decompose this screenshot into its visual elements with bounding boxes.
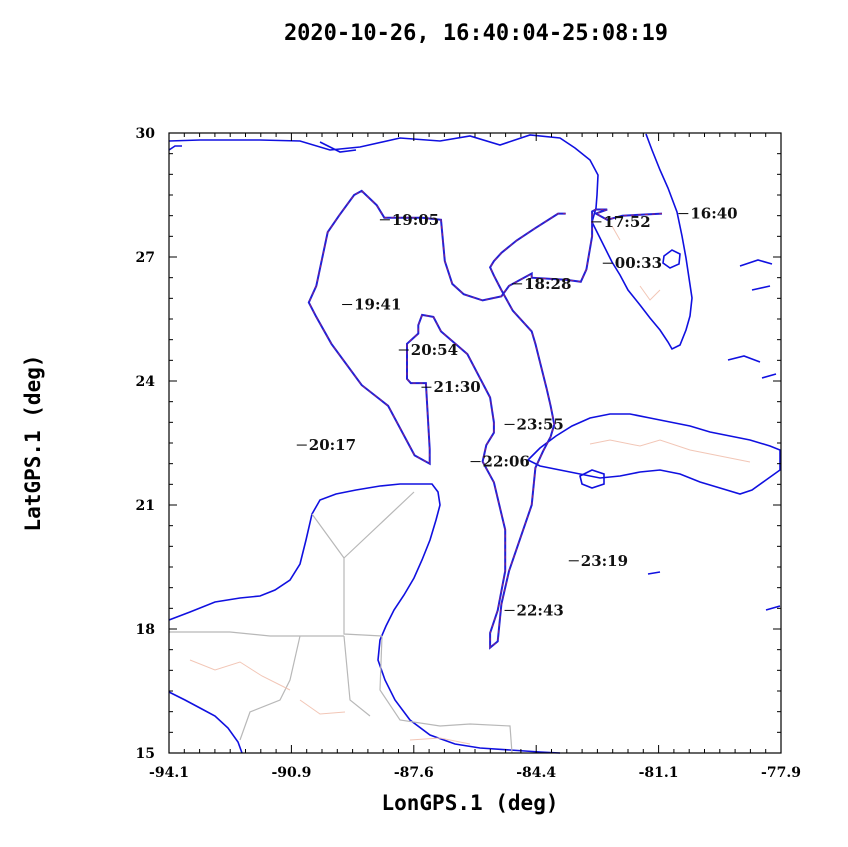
x-axis: -94.1 -90.9 -87.6 -84.4 -81.1 -77.9 <box>149 133 801 781</box>
time-label: 21:30 <box>433 378 480 396</box>
time-label: 20:54 <box>411 341 458 359</box>
x-axis-label: LonGPS.1 (deg) <box>381 791 558 815</box>
lake-outline <box>662 249 681 269</box>
y-axis-label: LatGPS.1 (deg) <box>21 354 45 531</box>
y-tick-label: 27 <box>136 250 155 266</box>
time-label: 19:05 <box>392 211 439 229</box>
y-tick-label: 18 <box>136 622 155 638</box>
time-label: 00:33 <box>615 254 662 272</box>
y-tick-label: 21 <box>136 498 155 514</box>
y-tick-label: 24 <box>136 374 156 390</box>
central-america-coast <box>168 691 243 754</box>
time-label: 16:40 <box>690 205 737 223</box>
time-label: 23:55 <box>517 415 564 433</box>
y-tick-label: 15 <box>136 746 155 762</box>
time-label: 18:28 <box>524 275 571 293</box>
time-label: 22:43 <box>517 601 564 619</box>
base-map <box>168 133 781 754</box>
bahamas-islands <box>647 259 781 611</box>
x-tick-label: -94.1 <box>149 765 189 781</box>
flight-track <box>307 189 663 650</box>
x-tick-label: -81.1 <box>639 765 679 781</box>
time-label: 23:19 <box>581 552 628 570</box>
y-axis: 15 18 21 24 27 30 <box>136 126 781 762</box>
plot-frame <box>168 132 782 754</box>
isla-juventud <box>579 469 605 489</box>
y-tick-label: 30 <box>136 126 156 142</box>
track-line-overlay-0 <box>308 190 663 649</box>
time-label: 19:41 <box>354 296 401 314</box>
x-tick-label: -77.9 <box>761 765 801 781</box>
cuba-coastline <box>526 413 781 495</box>
rivers <box>189 225 751 745</box>
x-tick-label: -84.4 <box>516 765 556 781</box>
chart-title: 2020-10-26, 16:40:04-25:08:19 <box>284 21 668 46</box>
time-label: 20:17 <box>309 436 356 454</box>
gulf-coast-west <box>168 141 357 153</box>
country-borders <box>169 491 513 754</box>
time-annotations: 19:05 17:52 16:40 00:33 18:28 19:41 20:54 21:30… <box>296 205 738 619</box>
time-label: 22:06 <box>483 453 530 471</box>
x-tick-label: -90.9 <box>271 765 311 781</box>
time-label: 17:52 <box>603 213 650 231</box>
yucatan-coastline <box>168 483 561 754</box>
x-tick-label: -87.6 <box>394 765 434 781</box>
track-line-0 <box>307 189 663 650</box>
